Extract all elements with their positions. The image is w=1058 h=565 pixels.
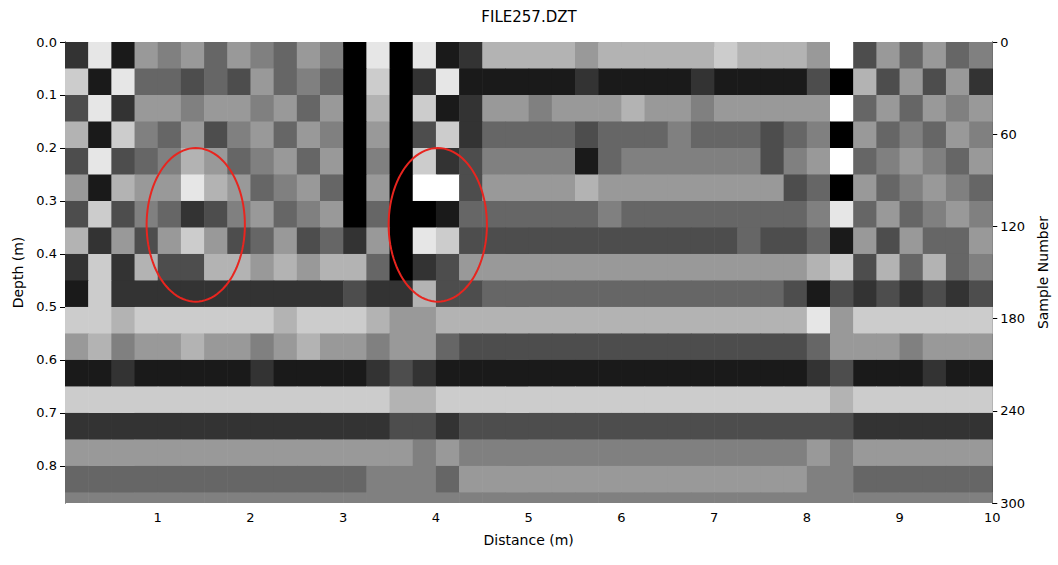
svg-text:3: 3 (339, 510, 347, 525)
svg-text:0.0: 0.0 (36, 35, 57, 50)
svg-text:0.6: 0.6 (36, 352, 57, 367)
svg-text:300: 300 (1000, 496, 1025, 511)
svg-text:120: 120 (1000, 219, 1025, 234)
svg-text:0.8: 0.8 (36, 458, 57, 473)
svg-text:0.1: 0.1 (36, 87, 57, 102)
svg-text:240: 240 (1000, 403, 1025, 418)
svg-text:Sample Number: Sample Number (1035, 216, 1051, 329)
svg-text:8: 8 (803, 510, 811, 525)
svg-text:60: 60 (1000, 127, 1017, 142)
svg-text:4: 4 (432, 510, 440, 525)
svg-text:FILE257.DZT: FILE257.DZT (481, 8, 577, 26)
svg-text:0.4: 0.4 (36, 246, 57, 261)
svg-text:0.7: 0.7 (36, 405, 57, 420)
svg-text:6: 6 (617, 510, 625, 525)
svg-text:0: 0 (1000, 35, 1008, 50)
svg-text:7: 7 (710, 510, 718, 525)
svg-text:0.3: 0.3 (36, 193, 57, 208)
svg-text:0.5: 0.5 (36, 299, 57, 314)
svg-text:Distance (m): Distance (m) (484, 532, 574, 548)
svg-text:2: 2 (246, 510, 254, 525)
svg-text:0.2: 0.2 (36, 140, 57, 155)
svg-text:5: 5 (525, 510, 533, 525)
svg-text:10: 10 (984, 510, 1001, 525)
svg-text:9: 9 (895, 510, 903, 525)
svg-text:Depth (m): Depth (m) (10, 237, 26, 309)
svg-text:180: 180 (1000, 311, 1025, 326)
svg-text:1: 1 (154, 510, 162, 525)
